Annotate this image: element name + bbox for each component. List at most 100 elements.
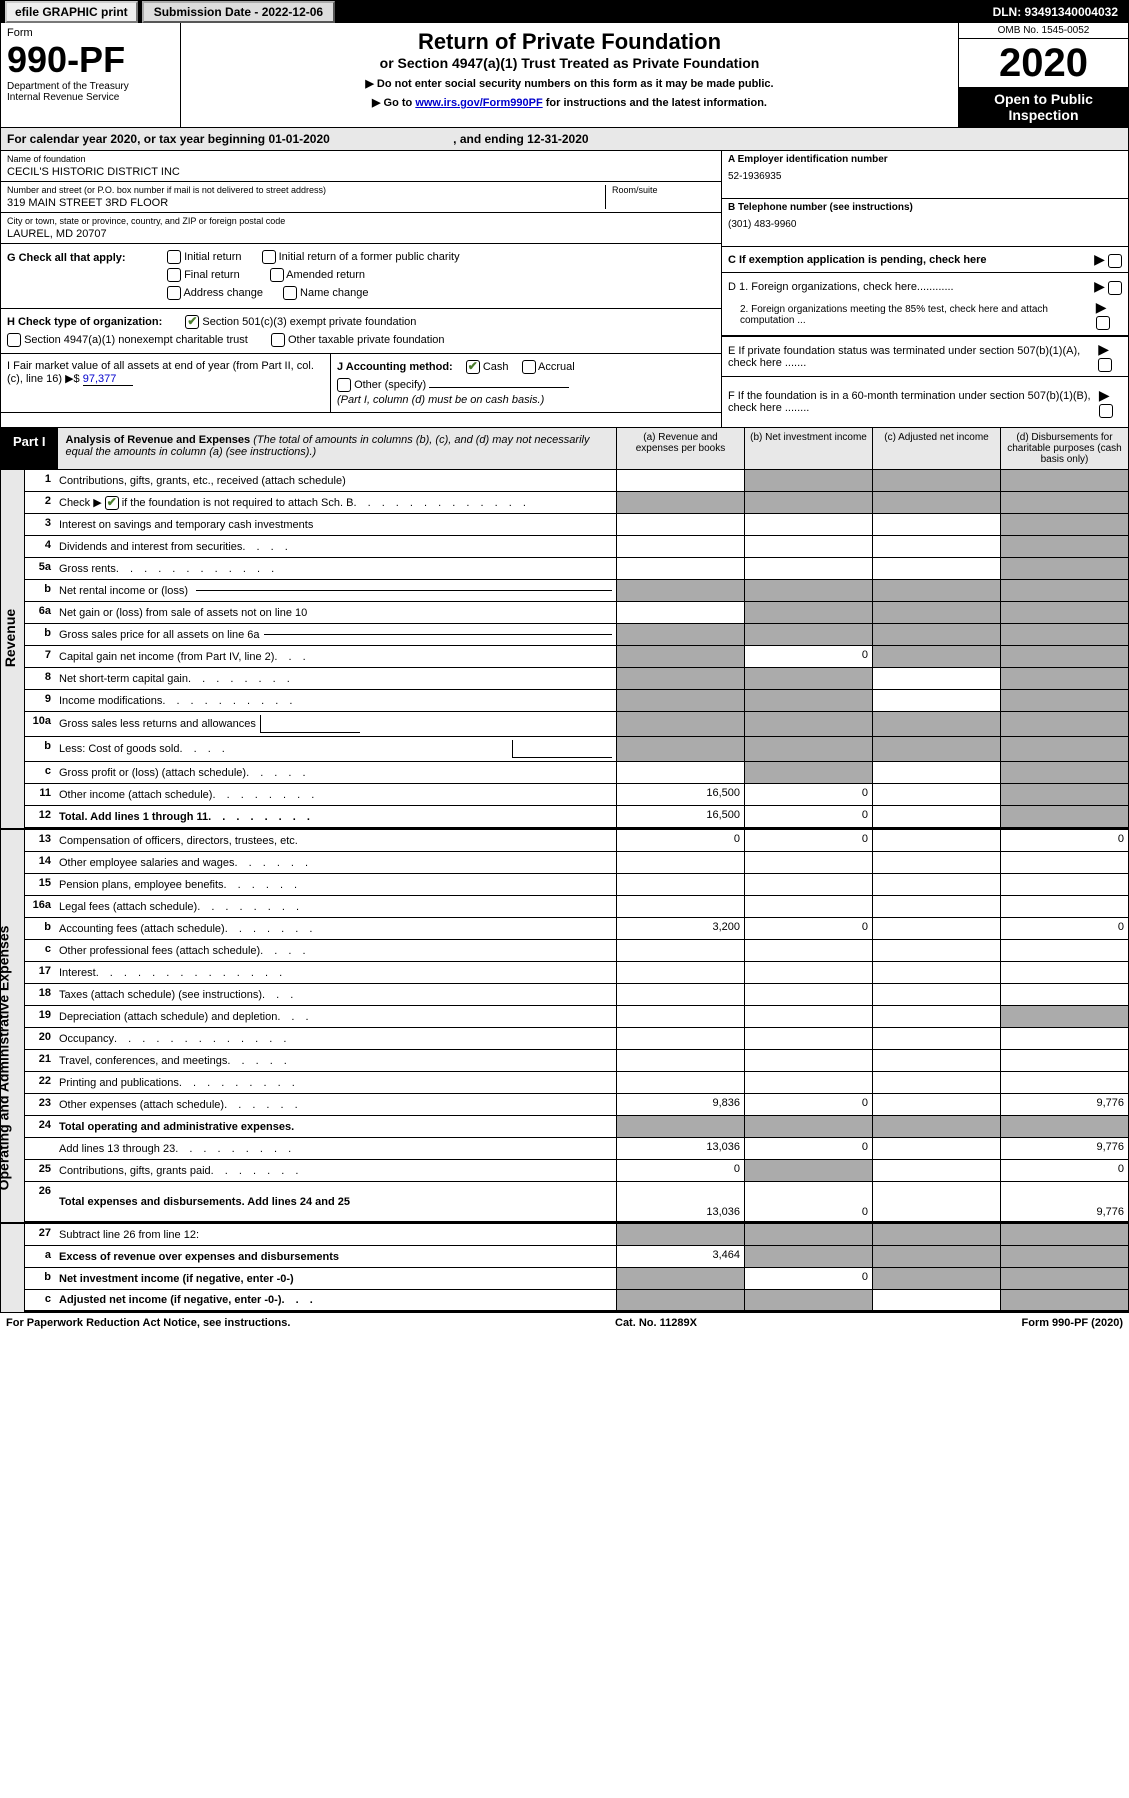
opt-other-method: Other (specify) <box>354 379 426 391</box>
page-footer: For Paperwork Reduction Act Notice, see … <box>0 1313 1129 1333</box>
dept-treasury: Department of the Treasury <box>7 81 174 92</box>
opt-accrual: Accrual <box>538 361 575 373</box>
cb-final-return[interactable] <box>167 268 181 282</box>
line-3-desc: Interest on savings and temporary cash i… <box>55 514 616 535</box>
line-23-desc: Other expenses (attach schedule) . . . .… <box>55 1094 616 1115</box>
v11b: 0 <box>744 784 872 805</box>
room-label: Room/suite <box>612 185 715 195</box>
cb-address-change[interactable] <box>167 286 181 300</box>
section-i: I Fair market value of all assets at end… <box>1 354 331 412</box>
cb-d1[interactable] <box>1108 281 1122 295</box>
line-10b-desc: Less: Cost of goods sold . . . . <box>55 737 616 761</box>
city-label: City or town, state or province, country… <box>7 216 715 226</box>
v13d: 0 <box>1000 830 1128 851</box>
opt-initial-public: Initial return of a former public charit… <box>279 251 460 263</box>
efile-button[interactable]: efile GRAPHIC print <box>5 1 138 23</box>
line-15-desc: Pension plans, employee benefits . . . .… <box>55 874 616 895</box>
phone-label: B Telephone number (see instructions) <box>728 202 1122 213</box>
expenses-side-label: Operating and Administrative Expenses <box>0 926 11 1191</box>
v27aa: 3,464 <box>616 1246 744 1267</box>
name-label: Name of foundation <box>7 154 715 164</box>
submission-date: Submission Date - 2022-12-06 <box>142 1 335 23</box>
col-d-header: (d) Disbursements for charitable purpose… <box>1000 428 1128 469</box>
cb-other-taxable[interactable] <box>271 333 285 347</box>
v16bb: 0 <box>744 918 872 939</box>
dln-number: DLN: 93491340004032 <box>993 5 1128 19</box>
line-8-desc: Net short-term capital gain . . . . . . … <box>55 668 616 689</box>
section-j: J Accounting method: Cash Accrual Other … <box>331 354 721 412</box>
info-section: Name of foundation CECIL'S HISTORIC DIST… <box>1 151 1128 428</box>
form-link[interactable]: www.irs.gov/Form990PF <box>415 97 542 109</box>
cal-year-begin: For calendar year 2020, or tax year begi… <box>7 132 330 146</box>
v26b: 0 <box>744 1182 872 1221</box>
cb-cash[interactable] <box>466 360 480 374</box>
opt-other-taxable: Other taxable private foundation <box>288 334 445 346</box>
line-17-desc: Interest . . . . . . . . . . . . . . <box>55 962 616 983</box>
form-title: Return of Private Foundation <box>191 29 948 55</box>
cb-f[interactable] <box>1099 404 1113 418</box>
line-27-desc: Subtract line 26 from line 12: <box>55 1224 616 1245</box>
line-20-desc: Occupancy . . . . . . . . . . . . . <box>55 1028 616 1049</box>
form-number: 990-PF <box>7 39 174 81</box>
form-container: efile GRAPHIC print Submission Date - 20… <box>0 0 1129 1313</box>
i-label: I Fair market value of all assets at end… <box>7 360 314 385</box>
line-10c-desc: Gross profit or (loss) (attach schedule)… <box>55 762 616 783</box>
v7b: 0 <box>744 646 872 667</box>
line-6b-desc: Gross sales price for all assets on line… <box>55 624 616 645</box>
v24d: 9,776 <box>1000 1138 1128 1159</box>
v26a: 13,036 <box>616 1182 744 1221</box>
dept-irs: Internal Revenue Service <box>7 92 174 103</box>
line-21-desc: Travel, conferences, and meetings . . . … <box>55 1050 616 1071</box>
v24b: 0 <box>744 1138 872 1159</box>
c-label: C If exemption application is pending, c… <box>728 254 987 266</box>
instr-2-pre: ▶ Go to <box>372 97 415 109</box>
v16bd: 0 <box>1000 918 1128 939</box>
line-4-desc: Dividends and interest from securities .… <box>55 536 616 557</box>
v26d: 9,776 <box>1000 1182 1128 1221</box>
opt-final-return: Final return <box>184 269 240 281</box>
line-24b-desc: Add lines 13 through 23 . . . . . . . . … <box>55 1138 616 1159</box>
opt-4947: Section 4947(a)(1) nonexempt charitable … <box>24 334 248 346</box>
revenue-section: Revenue 1Contributions, gifts, grants, e… <box>1 470 1128 830</box>
v12a: 16,500 <box>616 806 744 827</box>
line-12-desc: Total. Add lines 1 through 11 . . . . . … <box>55 806 616 827</box>
opt-initial-return: Initial return <box>184 251 241 263</box>
net-section: 27Subtract line 26 from line 12: aExcess… <box>1 1224 1128 1312</box>
j-note: (Part I, column (d) must be on cash basi… <box>337 394 715 406</box>
line-9-desc: Income modifications . . . . . . . . . . <box>55 690 616 711</box>
v24a: 13,036 <box>616 1138 744 1159</box>
v23a: 9,836 <box>616 1094 744 1115</box>
cb-name-change[interactable] <box>283 286 297 300</box>
line-2-desc: Check ▶ if the foundation is not require… <box>55 492 616 513</box>
expenses-section: Operating and Administrative Expenses 13… <box>1 830 1128 1224</box>
cb-initial-return[interactable] <box>167 250 181 264</box>
line-7-desc: Capital gain net income (from Part IV, l… <box>55 646 616 667</box>
cb-d2[interactable] <box>1096 316 1110 330</box>
v12b: 0 <box>744 806 872 827</box>
form-word: Form <box>7 27 174 39</box>
cb-c[interactable] <box>1108 254 1122 268</box>
cb-other-method[interactable] <box>337 378 351 392</box>
form-header: Form 990-PF Department of the Treasury I… <box>1 23 1128 128</box>
tax-year: 2020 <box>959 39 1128 87</box>
line-27a-desc: Excess of revenue over expenses and disb… <box>55 1246 616 1267</box>
v13b: 0 <box>744 830 872 851</box>
part-1-label: Part I <box>1 428 58 469</box>
cb-accrual[interactable] <box>522 360 536 374</box>
part-1-header: Part I Analysis of Revenue and Expenses … <box>1 428 1128 470</box>
cb-sch-b[interactable] <box>105 496 119 510</box>
cb-amended[interactable] <box>270 268 284 282</box>
cb-501c3[interactable] <box>185 315 199 329</box>
line-24-desc: Total operating and administrative expen… <box>55 1116 616 1137</box>
line-16a-desc: Legal fees (attach schedule) . . . . . .… <box>55 896 616 917</box>
h-label: H Check type of organization: <box>7 316 162 328</box>
line-22-desc: Printing and publications . . . . . . . … <box>55 1072 616 1093</box>
col-b-header: (b) Net investment income <box>744 428 872 469</box>
cb-e[interactable] <box>1098 358 1112 372</box>
line-13-desc: Compensation of officers, directors, tru… <box>55 830 616 851</box>
instr-2: ▶ Go to www.irs.gov/Form990PF for instru… <box>191 96 948 109</box>
d2-label: 2. Foreign organizations meeting the 85%… <box>728 304 1096 326</box>
cb-initial-public[interactable] <box>262 250 276 264</box>
phone-value: (301) 483-9960 <box>728 219 1122 230</box>
cb-4947[interactable] <box>7 333 21 347</box>
